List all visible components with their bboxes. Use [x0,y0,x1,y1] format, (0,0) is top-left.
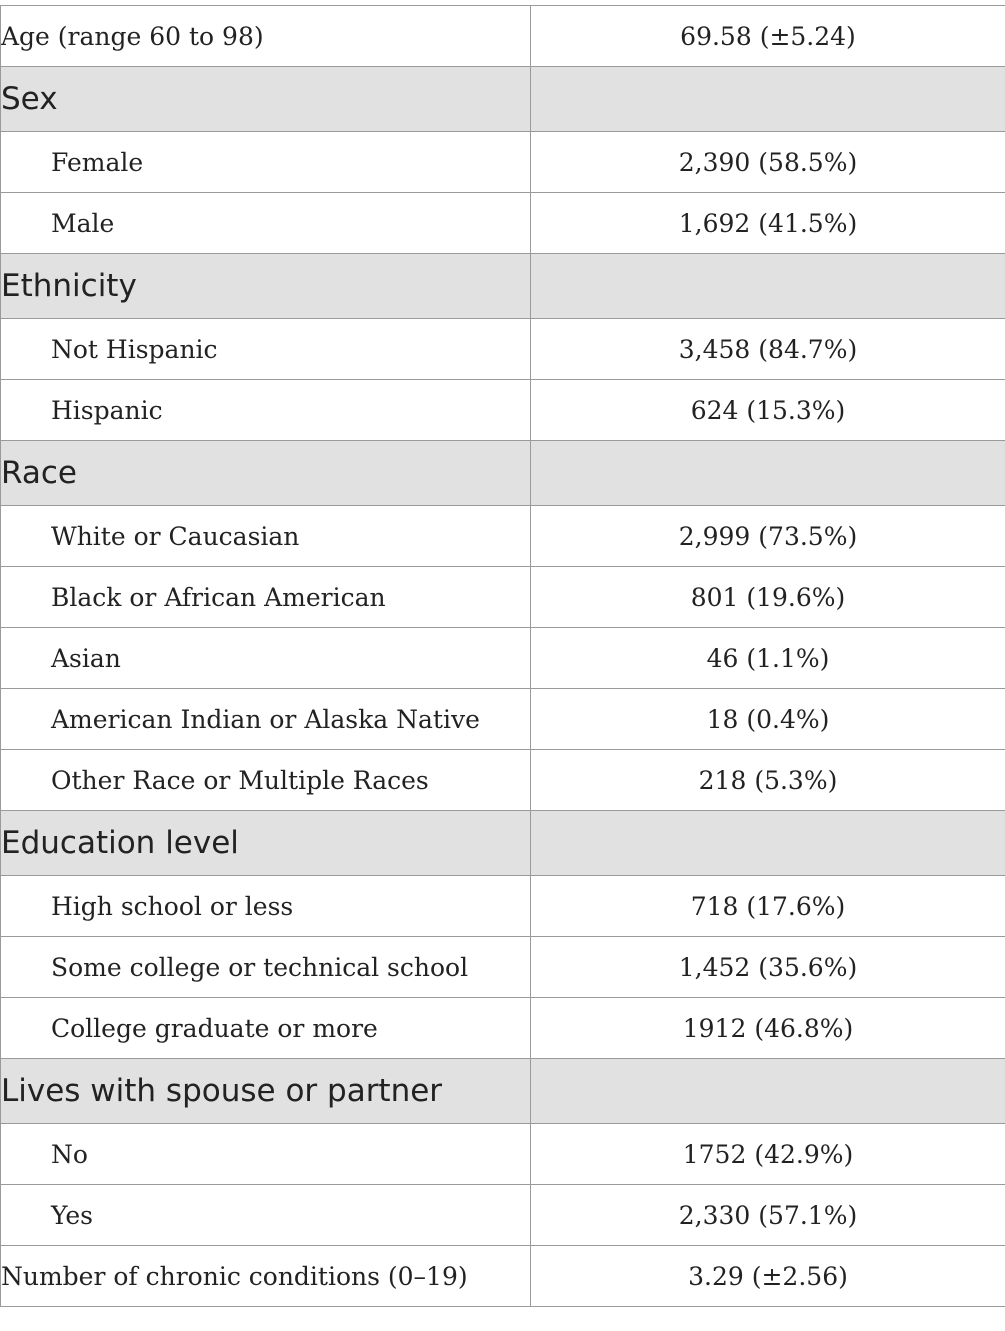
section-header-value [530,66,1005,132]
table-row: Hispanic 624 (15.3%) [0,379,1005,441]
row-value: 2,330 (57.1%) [530,1184,1005,1246]
table-row: Not Hispanic 3,458 (84.7%) [0,318,1005,380]
row-label: Black or African American [0,566,531,628]
table-body: Age (range 60 to 98) 69.58 (±5.24) Sex Fema… [0,5,1005,1307]
table-row: No 1752 (42.9%) [0,1123,1005,1185]
section-header-value [530,810,1005,876]
table-row: Other Race or Multiple Races 218 (5.3%) [0,749,1005,811]
table-row: American Indian or Alaska Native 18 (0.4%… [0,688,1005,750]
row-label: Yes [0,1184,531,1246]
table-row: White or Caucasian 2,999 (73.5%) [0,505,1005,567]
row-value: 2,390 (58.5%) [530,131,1005,193]
row-value: 2,999 (73.5%) [530,505,1005,567]
row-value: 46 (1.1%) [530,627,1005,689]
table-row: Male 1,692 (41.5%) [0,192,1005,254]
section-header-row: Ethnicity [0,253,1005,319]
row-value: 801 (19.6%) [530,566,1005,628]
row-label: Hispanic [0,379,531,441]
row-value: 1752 (42.9%) [530,1123,1005,1185]
demographics-table: Age (range 60 to 98) 69.58 (±5.24) Sex Fema… [0,5,1005,1307]
row-value: 1,452 (35.6%) [530,936,1005,998]
section-header-value [530,253,1005,319]
row-value: 1912 (46.8%) [530,997,1005,1059]
table-row: Black or African American 801 (19.6%) [0,566,1005,628]
table-row: Age (range 60 to 98) 69.58 (±5.24) [0,5,1005,67]
table-row: Some college or technical school 1,452 (3… [0,936,1005,998]
row-label: Age (range 60 to 98) [0,5,531,67]
table-row: Female 2,390 (58.5%) [0,131,1005,193]
table-row: College graduate or more 1912 (46.8%) [0,997,1005,1059]
row-value: 69.58 (±5.24) [530,5,1005,67]
table-row: Yes 2,330 (57.1%) [0,1184,1005,1246]
row-label: No [0,1123,531,1185]
table-row: Number of chronic conditions (0–19) 3.29 … [0,1245,1005,1307]
section-header-label: Lives with spouse or partner [0,1058,531,1124]
row-label: College graduate or more [0,997,531,1059]
section-header-row: Race [0,440,1005,506]
row-value: 218 (5.3%) [530,749,1005,811]
row-label: High school or less [0,875,531,937]
table-row: High school or less 718 (17.6%) [0,875,1005,937]
section-header-label: Sex [0,66,531,132]
row-value: 3.29 (±2.56) [530,1245,1005,1307]
row-value: 624 (15.3%) [530,379,1005,441]
row-label: White or Caucasian [0,505,531,567]
row-value: 1,692 (41.5%) [530,192,1005,254]
section-header-value [530,440,1005,506]
section-header-row: Sex [0,66,1005,132]
section-header-row: Education level [0,810,1005,876]
row-label: American Indian or Alaska Native [0,688,531,750]
row-label: Number of chronic conditions (0–19) [0,1245,531,1307]
section-header-value [530,1058,1005,1124]
section-header-label: Ethnicity [0,253,531,319]
section-header-label: Race [0,440,531,506]
row-label: Some college or technical school [0,936,531,998]
row-value: 718 (17.6%) [530,875,1005,937]
section-header-row: Lives with spouse or partner [0,1058,1005,1124]
row-value: 18 (0.4%) [530,688,1005,750]
row-label: Other Race or Multiple Races [0,749,531,811]
table-row: Asian 46 (1.1%) [0,627,1005,689]
row-label: Male [0,192,531,254]
row-value: 3,458 (84.7%) [530,318,1005,380]
row-label: Asian [0,627,531,689]
section-header-label: Education level [0,810,531,876]
row-label: Female [0,131,531,193]
row-label: Not Hispanic [0,318,531,380]
